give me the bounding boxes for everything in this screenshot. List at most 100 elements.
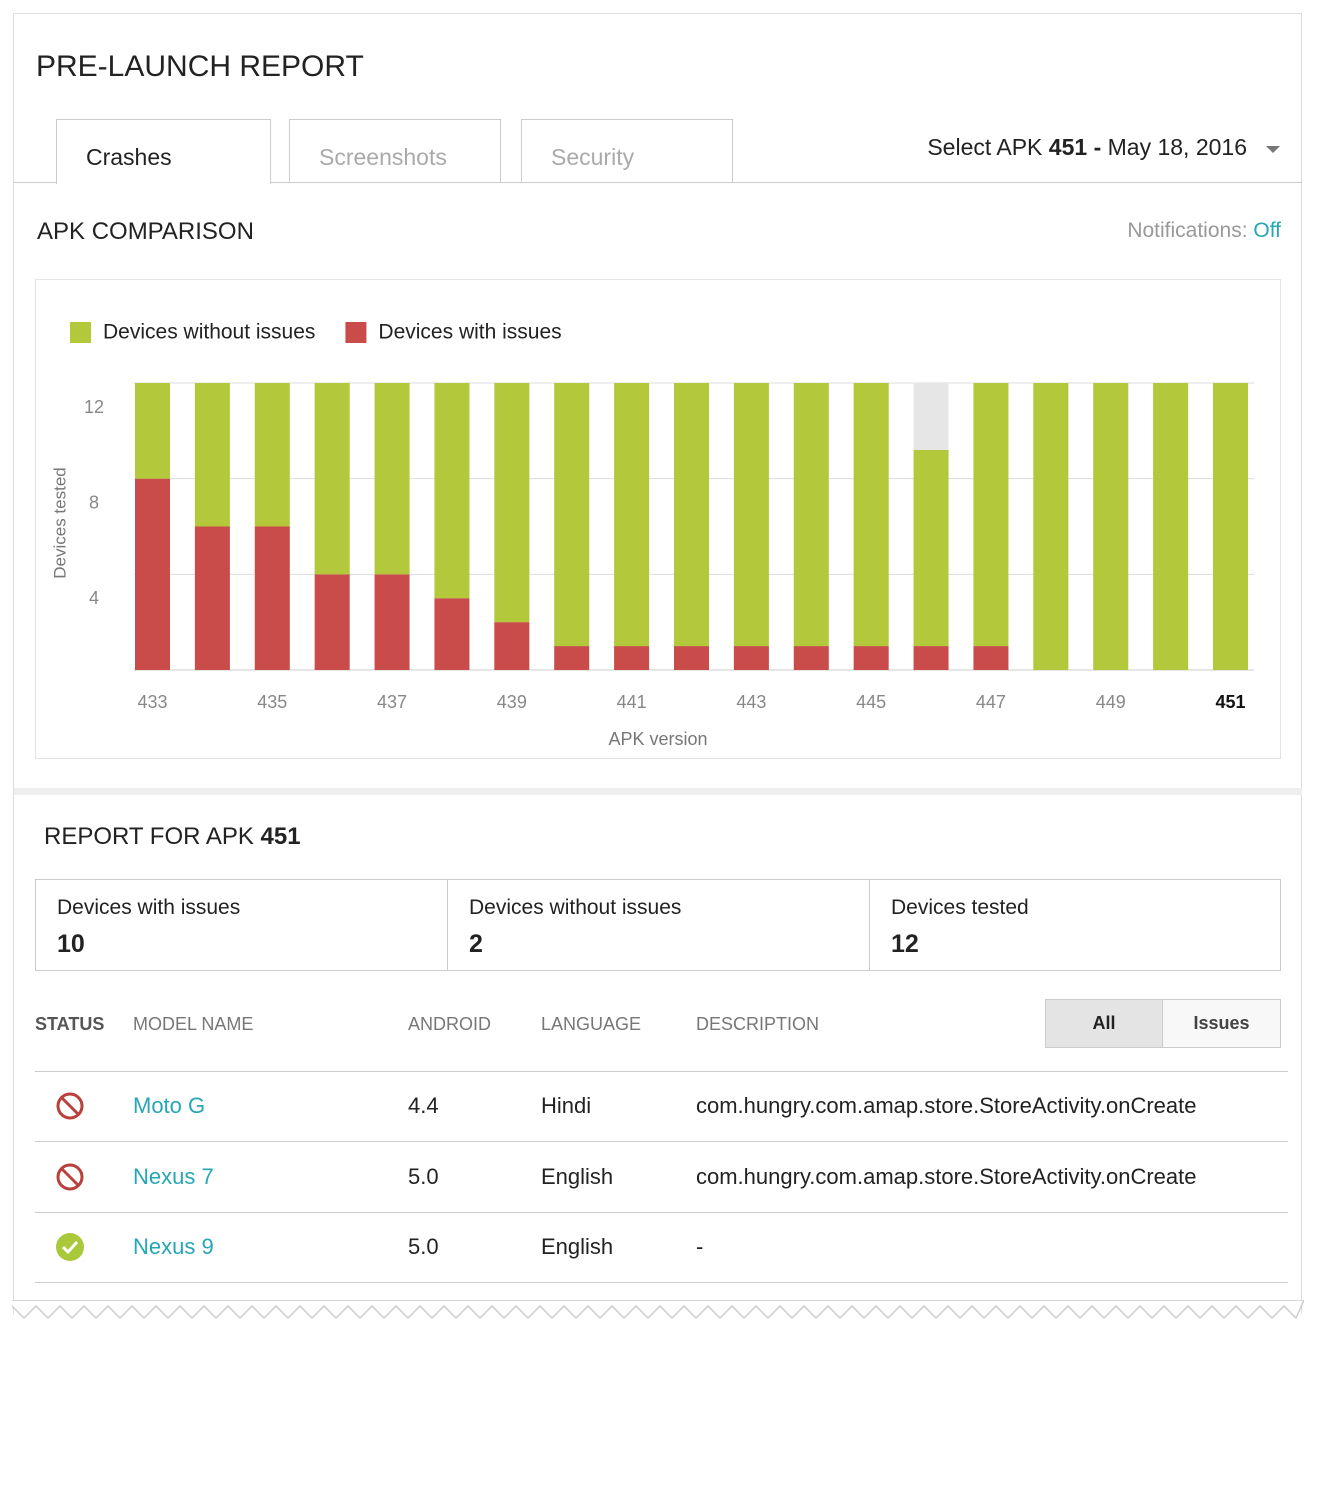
bar-segment	[973, 646, 1009, 670]
page-title: PRE-LAUNCH REPORT	[36, 50, 364, 83]
filter-button[interactable]: Issues	[1162, 999, 1281, 1048]
bar-segment	[973, 383, 1009, 647]
apk-select[interactable]: Select APK 451 - May 18, 2016	[927, 134, 1247, 161]
cell-language: Hindi	[541, 1093, 592, 1118]
bar-segment	[674, 646, 709, 670]
bar-segment	[374, 574, 410, 670]
x-tick-label: 433	[137, 692, 167, 712]
report-title-version: 451	[260, 823, 301, 850]
cell-android: 5.0	[408, 1163, 439, 1189]
bar-segment	[434, 598, 470, 670]
bar-segment	[733, 646, 769, 670]
dropdown-arrow	[1266, 146, 1280, 153]
apk-select-separator: -	[1093, 134, 1102, 160]
cell-description: com.hungry.com.amap.store.StoreActivity.…	[696, 1093, 1197, 1118]
notifications: Notifications: Off	[1127, 219, 1281, 243]
stat-card: Devices without issues 2	[447, 879, 870, 971]
status-error-icon	[56, 1092, 84, 1120]
column-header: STATUS	[35, 1014, 105, 1034]
bar-segment	[1153, 383, 1189, 670]
cell-model[interactable]: Nexus 7	[133, 1163, 214, 1189]
section-title: APK COMPARISON	[37, 218, 254, 245]
apk-select-version: 451	[1048, 134, 1088, 160]
cell-android: 4.4	[408, 1093, 439, 1118]
report-title-prefix: REPORT FOR APK	[44, 823, 254, 850]
legend-swatch	[70, 322, 91, 343]
cell-description: com.hungry.com.amap.store.StoreActivity.…	[696, 1163, 1197, 1189]
x-axis-label: APK version	[608, 729, 707, 749]
row-divider	[35, 1141, 1288, 1142]
bar-segment	[1033, 383, 1069, 670]
bar-segment	[614, 383, 650, 647]
bar-segment	[853, 646, 889, 670]
x-tick-label: 441	[617, 692, 647, 712]
cell-description: -	[696, 1234, 704, 1259]
report-title: REPORT FOR APK 451	[44, 823, 301, 851]
y-axis-label: Devices tested	[50, 467, 69, 579]
bar-segment	[254, 526, 290, 670]
bar-segment	[614, 646, 650, 670]
x-tick-label: 439	[497, 692, 527, 712]
stat-card: Devices tested 12	[869, 879, 1281, 971]
apk-select-prefix: Select APK	[927, 134, 1043, 160]
cell-language: English	[541, 1234, 614, 1259]
bar-segment	[314, 574, 350, 670]
x-tick-label: 435	[257, 692, 287, 712]
legend-swatch	[345, 322, 367, 343]
bar-segment	[913, 646, 949, 670]
section-separator	[14, 788, 1302, 795]
x-tick-label: 437	[377, 692, 407, 712]
stat-label: Devices tested	[891, 896, 1029, 919]
legend-label: Devices without issues	[103, 321, 315, 344]
status-ok-icon	[56, 1233, 84, 1261]
bar-segment	[1213, 383, 1248, 670]
row-divider	[35, 1211, 1288, 1213]
row-divider	[35, 1071, 1288, 1072]
x-tick-label: 443	[736, 692, 766, 712]
bar-segment	[733, 383, 769, 647]
x-tick-label: 445	[856, 692, 886, 712]
status-error-icon	[56, 1163, 84, 1190]
x-tick-label: 449	[1096, 692, 1126, 712]
y-tick-label: 8	[89, 492, 99, 512]
notifications-toggle[interactable]: Off	[1253, 219, 1281, 242]
tab[interactable]: Security	[521, 119, 733, 182]
bar-segment	[853, 383, 889, 647]
tab[interactable]: Crashes	[56, 119, 271, 184]
y-tick-label: 4	[89, 588, 99, 608]
bar-segment	[793, 646, 829, 670]
bar-segment	[314, 383, 350, 575]
cell-model[interactable]: Nexus 9	[133, 1234, 214, 1259]
stat-card: Devices with issues 10	[35, 879, 448, 971]
filter-button[interactable]: All	[1045, 999, 1163, 1048]
column-header: ANDROID	[408, 1014, 492, 1034]
bar-segment	[1093, 383, 1129, 670]
bar-segment	[494, 622, 530, 670]
chart: 4 8 12 Devices tested APK version 433 435 437 43…	[35, 279, 1281, 759]
stat-label: Devices without issues	[469, 896, 682, 919]
column-header: LANGUAGE	[541, 1014, 642, 1034]
bar-segment	[135, 478, 170, 670]
legend-label: Devices with issues	[378, 321, 561, 344]
bar-segment	[554, 383, 590, 647]
stat-value: 10	[57, 930, 85, 958]
cell-language: English	[541, 1163, 614, 1189]
bar-segment	[194, 526, 230, 670]
bar-segment	[793, 383, 829, 647]
bar-segment	[494, 383, 530, 623]
bar-segment	[674, 383, 709, 647]
tab[interactable]: Screenshots	[289, 119, 501, 182]
report-card	[13, 13, 1302, 1314]
bar-segment	[194, 383, 230, 527]
cell-android: 5.0	[408, 1234, 439, 1259]
bar-segment	[913, 449, 949, 647]
column-header: DESCRIPTION	[696, 1014, 820, 1034]
torn-edge	[12, 1300, 1304, 1320]
stat-value: 12	[891, 930, 919, 958]
bar-segment	[135, 383, 170, 479]
cell-model[interactable]: Moto G	[133, 1093, 206, 1118]
tab-divider	[13, 182, 1302, 183]
y-tick-label: 12	[84, 397, 104, 417]
bar-segment	[374, 383, 410, 575]
